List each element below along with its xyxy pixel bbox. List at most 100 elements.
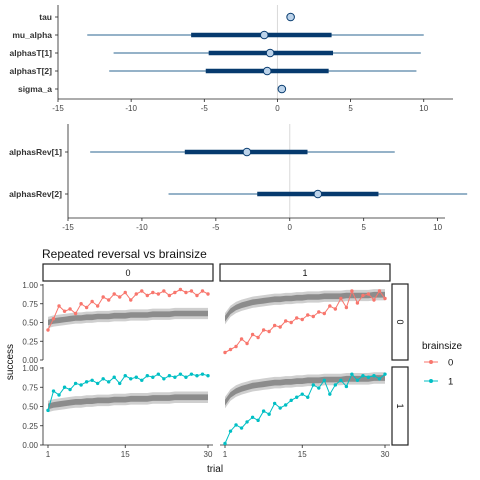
observed-point [239, 426, 244, 430]
median-point [313, 189, 323, 199]
y-tick-label: 0.25 [22, 422, 38, 431]
observed-point [344, 384, 349, 389]
x-tick-label: -5 [201, 104, 209, 113]
observed-point [156, 292, 161, 296]
observed-point [79, 383, 83, 387]
observed-point [272, 401, 277, 406]
y-tick-label: 0.00 [22, 356, 38, 365]
observed-point [129, 298, 133, 302]
observed-point [295, 395, 299, 399]
facet-line-plot: Repeated reversal vs brainsize trial suc… [5, 247, 462, 475]
observed-point [339, 378, 343, 383]
observed-point [118, 295, 122, 299]
observed-point [223, 350, 227, 355]
observed-point [189, 289, 194, 293]
observed-point [46, 408, 50, 413]
legend-key-point [429, 379, 433, 383]
observed-point [173, 375, 177, 379]
observed-point [112, 375, 116, 379]
observed-point [355, 378, 360, 383]
x-tick-label: 1 [46, 450, 51, 459]
observed-point [245, 341, 249, 346]
observed-point [200, 289, 205, 293]
observed-point [151, 290, 155, 295]
interval-plot-top: -15 -10 -5 0 5 10 tau mu_alpha alphasT[1] alphasT… [9, 5, 453, 113]
y-tick-label: 0.25 [22, 337, 38, 346]
observed-point [162, 289, 166, 293]
observed-point [333, 383, 338, 387]
observed-point [73, 311, 78, 316]
observed-point [256, 418, 260, 423]
observed-point [173, 290, 177, 295]
observed-point [322, 311, 327, 316]
observed-point [350, 372, 354, 376]
observed-point [317, 386, 321, 390]
observed-point [289, 398, 293, 403]
observed-point [377, 377, 382, 381]
legend-title: brainsize [422, 341, 462, 352]
x-tick-label: 10 [419, 104, 428, 113]
y-tick-label: 0.50 [22, 319, 38, 328]
model-interval-inner [48, 394, 208, 410]
observed-point [350, 289, 354, 293]
observed-point [355, 301, 360, 305]
observed-point [295, 316, 299, 320]
observed-point [51, 317, 56, 321]
x-tick-label: 15 [298, 450, 307, 459]
observed-point [101, 295, 105, 299]
observed-point [118, 381, 122, 386]
observed-point [283, 319, 288, 323]
interval-plot-middle: -15 -10 -5 0 5 10 alphasRev[1] alphasRev[2] [9, 124, 468, 232]
observed-point [68, 387, 72, 392]
legend-label: 1 [448, 377, 453, 388]
observed-point [145, 374, 150, 378]
observed-point [90, 299, 94, 304]
observed-point [151, 375, 155, 379]
observed-point [228, 347, 233, 352]
parameter-label: alphasRev[2] [9, 189, 62, 199]
observed-point [223, 441, 227, 446]
x-tick-label: -10 [136, 223, 148, 232]
model-interval-inner [225, 291, 385, 322]
observed-point [62, 309, 67, 313]
observed-point [300, 317, 304, 322]
x-tick-label: 30 [204, 450, 213, 459]
observed-point [344, 305, 349, 310]
observed-point [84, 305, 89, 310]
observed-point [256, 335, 260, 340]
x-tick-label: 0 [275, 104, 280, 113]
facet-strip-col [219, 263, 391, 282]
observed-point [234, 344, 238, 349]
observed-point [250, 332, 255, 337]
observed-point [84, 380, 89, 384]
legend-key-point [429, 360, 433, 364]
y-tick-label: 1.00 [22, 281, 38, 290]
observed-point [306, 395, 310, 399]
x-tick-label: 0 [288, 223, 293, 232]
observed-point [195, 374, 199, 378]
observed-point [178, 287, 183, 292]
y-tick-label: 0.75 [22, 383, 38, 392]
median-point [265, 48, 275, 58]
observed-point [189, 372, 194, 376]
x-tick-label: 15 [121, 450, 130, 459]
observed-point [145, 293, 150, 298]
median-point [262, 66, 272, 76]
observed-point [377, 289, 382, 293]
observed-point [383, 296, 387, 301]
facet-strip-col-label: 0 [125, 268, 130, 278]
observed-point [339, 296, 343, 301]
median-point [259, 30, 269, 40]
observed-point [101, 377, 105, 381]
parameter-label: sigma_a [18, 84, 52, 94]
x-tick-label: -15 [52, 104, 64, 113]
observed-point [79, 302, 83, 306]
observed-point [206, 292, 210, 296]
x-tick-label: 10 [433, 223, 442, 232]
observed-point [95, 381, 100, 386]
parameter-label: alphasRev[1] [9, 147, 62, 157]
observed-point [333, 307, 338, 311]
x-tick-label: -10 [125, 104, 137, 113]
